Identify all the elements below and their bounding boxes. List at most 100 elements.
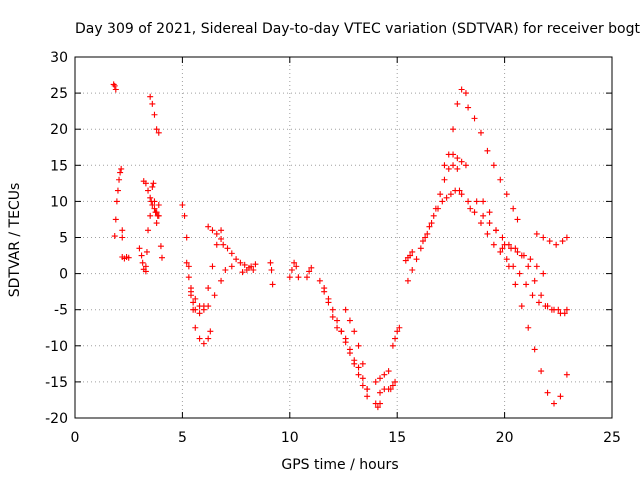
data-point <box>557 310 564 317</box>
data-point <box>477 129 484 136</box>
data-point <box>364 386 371 393</box>
series-s03 <box>119 253 132 262</box>
data-point <box>484 230 491 237</box>
data-point <box>392 335 399 342</box>
data-point <box>540 270 547 277</box>
data-point <box>200 303 207 310</box>
data-point <box>454 100 461 107</box>
data-point <box>538 368 545 375</box>
data-point <box>153 126 160 133</box>
data-point <box>147 212 154 219</box>
data-point <box>239 269 246 276</box>
data-point <box>113 198 120 205</box>
series-s26 <box>402 248 416 264</box>
data-point <box>471 115 478 122</box>
data-point <box>205 223 212 230</box>
data-point <box>490 162 497 169</box>
series-s08 <box>157 243 165 261</box>
data-point <box>497 248 504 255</box>
data-point <box>372 378 379 385</box>
data-marks <box>110 81 570 411</box>
data-point <box>196 310 203 317</box>
data-point <box>205 335 212 342</box>
data-point <box>233 256 240 263</box>
data-point <box>557 393 564 400</box>
data-point <box>563 234 570 241</box>
data-point <box>147 93 154 100</box>
data-point <box>183 234 190 241</box>
data-point <box>293 263 300 270</box>
y-tick-label: 20 <box>50 122 68 138</box>
data-point <box>374 404 381 411</box>
data-point <box>462 162 469 169</box>
data-point <box>334 324 341 331</box>
data-point <box>155 129 162 136</box>
data-point <box>514 216 521 223</box>
data-point <box>213 230 220 237</box>
series-s06 <box>140 178 162 219</box>
y-tick-label: 15 <box>50 158 68 174</box>
data-point <box>241 261 248 268</box>
data-point <box>377 400 384 407</box>
data-point <box>237 259 244 266</box>
data-point <box>321 288 328 295</box>
x-axis-ticks: 0 5 10 15 20 25 <box>71 57 621 446</box>
data-point <box>551 306 558 313</box>
y-tick-label: 5 <box>59 231 68 247</box>
data-point <box>269 281 276 288</box>
data-point <box>404 277 411 284</box>
series-s14 <box>239 261 259 276</box>
data-point <box>486 220 493 227</box>
series-s12 <box>205 223 225 242</box>
data-point <box>250 266 257 273</box>
data-point <box>493 227 500 234</box>
data-point <box>325 299 332 306</box>
data-point <box>529 292 536 299</box>
x-axis-label: GPS time / hours <box>281 457 398 473</box>
data-point <box>342 306 349 313</box>
data-point <box>218 227 225 234</box>
data-point <box>243 266 250 273</box>
data-point <box>158 254 165 261</box>
data-point <box>153 209 160 216</box>
series-s29 <box>441 86 469 169</box>
data-point <box>149 100 156 107</box>
data-point <box>510 205 517 212</box>
data-point <box>118 165 125 172</box>
data-point <box>505 263 512 270</box>
series-s01 <box>110 81 119 93</box>
data-point <box>209 227 216 234</box>
data-point <box>183 259 190 266</box>
data-point <box>153 220 160 227</box>
data-point <box>413 256 420 263</box>
data-point <box>544 303 551 310</box>
data-point <box>222 266 229 273</box>
x-tick-label: 5 <box>178 430 187 446</box>
data-point <box>218 277 225 284</box>
data-point <box>385 368 392 375</box>
data-point <box>458 191 465 198</box>
data-point <box>190 299 197 306</box>
data-point <box>407 252 414 259</box>
data-point <box>531 277 538 284</box>
data-point <box>447 191 454 198</box>
data-point <box>477 220 484 227</box>
data-point <box>117 169 124 176</box>
data-point <box>417 245 424 252</box>
data-point <box>544 389 551 396</box>
data-point <box>220 241 227 248</box>
data-point <box>523 281 530 288</box>
series-s27 <box>404 187 463 284</box>
data-point <box>342 335 349 342</box>
data-point <box>288 266 295 273</box>
data-point <box>147 194 154 201</box>
data-point <box>503 191 510 198</box>
data-point <box>499 245 506 252</box>
data-point <box>359 375 366 382</box>
data-point <box>533 263 540 270</box>
data-point <box>422 234 429 241</box>
data-point <box>424 230 431 237</box>
data-point <box>501 241 508 248</box>
